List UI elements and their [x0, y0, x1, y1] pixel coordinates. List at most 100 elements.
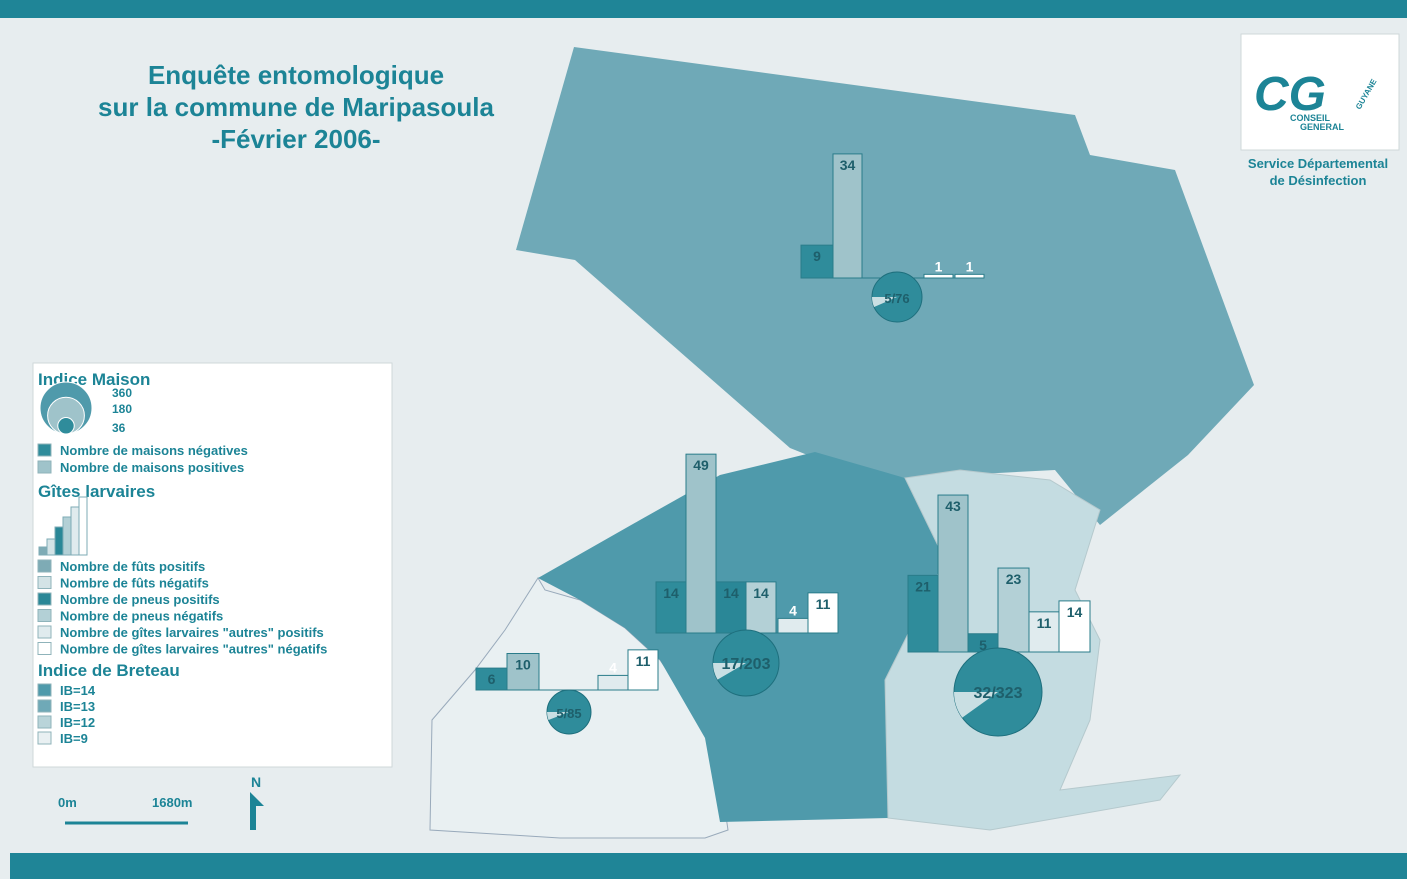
legend-label: IB=13 [60, 699, 95, 714]
bar-label: 43 [945, 498, 961, 514]
pie-wedge [547, 712, 569, 720]
north-arrow: N [250, 774, 264, 830]
bar [954, 273, 985, 279]
pie-label: 5/85 [556, 706, 581, 721]
bar-label: 14 [753, 585, 769, 601]
title: Enquête entomologique sur la commune de … [98, 60, 494, 154]
title-line: -Février 2006- [211, 124, 380, 154]
logo-box [1240, 33, 1400, 151]
legend-swatch [37, 592, 52, 606]
legend-label: Nombre de fûts positifs [60, 559, 205, 574]
legend-label: IB=14 [60, 683, 96, 698]
bar-label: 49 [693, 457, 709, 473]
title-line: Enquête entomologique [148, 60, 444, 90]
legend-swatch [37, 443, 52, 457]
pie-label: 32/323 [974, 685, 1023, 702]
legend-icon-bar [38, 546, 48, 556]
legend-swatch [37, 576, 52, 589]
legend-label: Nombre de pneus négatifs [60, 609, 223, 624]
legend-title: Indice de Breteau [38, 661, 180, 680]
legend-label: IB=12 [60, 715, 95, 730]
pie-wedge [713, 663, 746, 680]
pie-wedge [954, 692, 998, 718]
bar [1058, 600, 1091, 653]
title-line: sur la commune de Maripasoula [98, 92, 494, 122]
bar [832, 153, 863, 279]
bottom-band [10, 853, 1407, 879]
bar-label: 1 [966, 258, 974, 274]
pie-label: 5/76 [884, 291, 909, 306]
bar [627, 649, 659, 691]
legend-icon-bar [46, 538, 56, 556]
bar-label: 11 [816, 596, 831, 612]
service: Service Départemental [1248, 156, 1388, 171]
bar-label: 1 [935, 258, 943, 274]
size-label: 360 [112, 386, 132, 400]
bar-label: 11 [1037, 615, 1052, 631]
north-arrow-shape [250, 792, 264, 830]
legend-label: IB=9 [60, 731, 88, 746]
logo-name: GENERAL [1300, 122, 1345, 132]
size-circle [57, 417, 75, 435]
bar-label: 11 [636, 653, 651, 669]
bar [777, 617, 809, 634]
legend-icon-bar [54, 526, 64, 556]
legend-title: Gîtes larvaires [38, 482, 155, 501]
bar [685, 453, 717, 634]
bar-label: 4 [789, 602, 797, 618]
legend-box [32, 362, 393, 768]
logo: CG CONSEIL GENERAL GUYANE Service Départ… [1240, 33, 1400, 188]
legend-label: Nombre de gîtes larvaires "autres" négat… [60, 642, 327, 657]
bar-label: 14 [723, 585, 739, 601]
legend-swatch [37, 609, 52, 622]
bar [715, 581, 747, 634]
bar [807, 592, 839, 634]
scale-bar: 0m 1680m [58, 795, 192, 825]
bar [937, 494, 969, 653]
bar-label: 4 [609, 659, 617, 675]
bar-label: 9 [813, 248, 821, 264]
scale-label: 1680m [152, 795, 192, 810]
legend-swatch [37, 460, 52, 474]
north-label: N [251, 774, 261, 790]
legend-swatch [37, 699, 52, 713]
legend-icon-bar [70, 506, 80, 556]
bar-label: 6 [488, 671, 496, 687]
service: de Désinfection [1270, 173, 1367, 188]
legend-swatch [37, 683, 52, 697]
bar [923, 273, 954, 279]
size-label: 180 [112, 402, 132, 416]
bar [506, 653, 540, 691]
bar-label: 21 [915, 578, 931, 594]
logo-mark: CG [1254, 68, 1326, 121]
pie-wedge [872, 297, 897, 308]
bar [907, 574, 939, 653]
bar-label: 34 [840, 157, 856, 173]
bar [597, 674, 629, 691]
legend-swatch [37, 559, 52, 573]
top-band [0, 0, 1407, 18]
legend-label: Nombre de maisons négatives [60, 443, 248, 458]
legend-icon-bar [78, 496, 88, 556]
legend-swatch [37, 625, 52, 639]
bar-label: 14 [663, 585, 679, 601]
legend-label: Nombre de pneus positifs [60, 592, 220, 607]
bar [745, 581, 777, 634]
legend-icon-bar [62, 516, 72, 556]
bar-label: 10 [515, 657, 531, 673]
bar-label: 14 [1067, 604, 1083, 620]
legend-swatch [37, 642, 52, 655]
bar-label: 23 [1006, 571, 1022, 587]
legend-label: Nombre de gîtes larvaires "autres" posit… [60, 625, 324, 640]
legend-swatch [37, 731, 52, 745]
scale-label: 0m [58, 795, 77, 810]
legend-swatch [37, 715, 52, 729]
bar-label: 5 [979, 637, 987, 653]
legend-label: Nombre de maisons positives [60, 460, 244, 475]
pie-label: 17/203 [722, 656, 771, 673]
logo-name: CONSEIL [1290, 113, 1331, 123]
legend-label: Nombre de fûts négatifs [60, 576, 209, 591]
